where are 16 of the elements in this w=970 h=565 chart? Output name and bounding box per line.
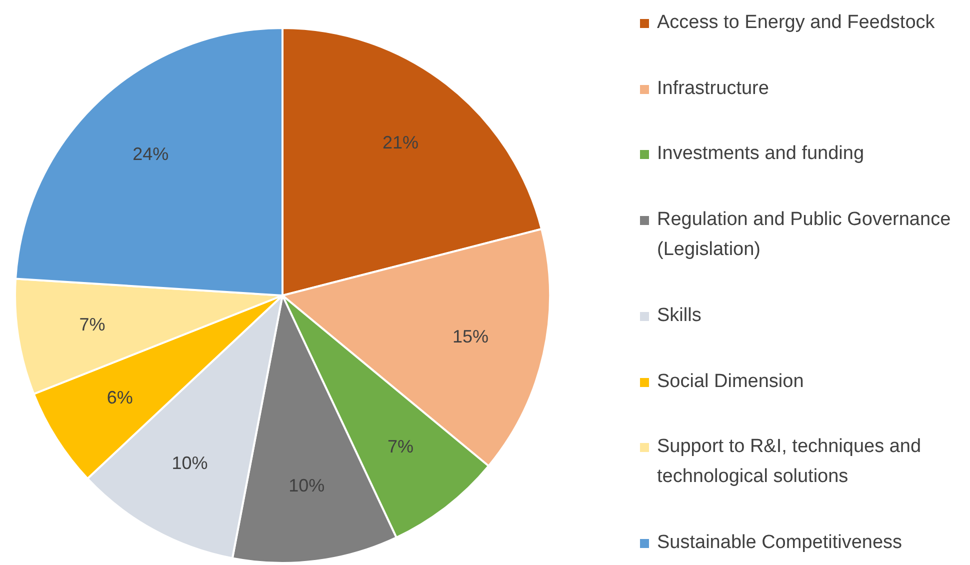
legend-label: Skills [657, 304, 702, 328]
legend-label: Access to Energy and Feedstock [657, 11, 935, 35]
data-label: 7% [79, 314, 106, 335]
data-label: 24% [132, 144, 169, 164]
data-label: 10% [288, 476, 325, 496]
legend-label: Support to R&I, techniques and technological solutions [657, 435, 922, 490]
legend-label: Investments and funding [657, 142, 864, 166]
data-label: 6% [106, 388, 133, 408]
data-label: 10% [172, 453, 208, 474]
legend-label: Social Dimension [657, 370, 804, 394]
legend-label: Infrastructure [657, 76, 769, 101]
legend-label: Sustainable Competitiveness [657, 530, 902, 555]
data-label: 21% [382, 132, 419, 152]
data-label: 7% [388, 436, 414, 457]
legend-label: Regulation and Public Governance (Legislation) [657, 208, 952, 262]
data-label: 15% [452, 326, 488, 346]
